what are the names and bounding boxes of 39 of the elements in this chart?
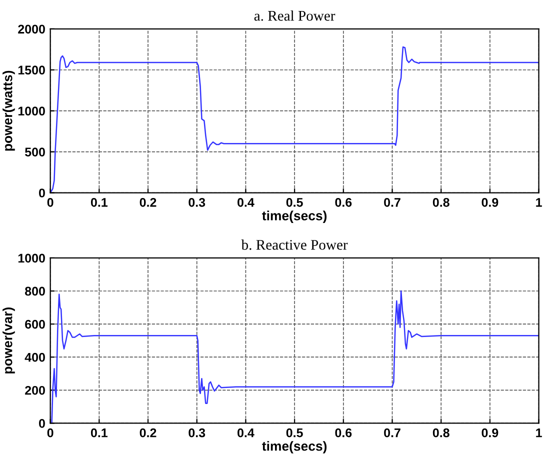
chart-title: a. Real Power xyxy=(254,10,336,21)
x-tick-label: 0.6 xyxy=(335,198,352,207)
y-tick-label: 0 xyxy=(39,419,45,428)
x-tick-label: 0.8 xyxy=(432,428,450,438)
x-tick-label: 0.8 xyxy=(432,198,450,207)
y-tick-label: 600 xyxy=(25,320,45,329)
x-tick-label: 0.5 xyxy=(286,198,303,207)
y-tick-label: 0 xyxy=(39,188,45,198)
x-tick-label: 0.3 xyxy=(188,428,206,438)
x-tick-label: 0.1 xyxy=(90,198,108,207)
x-axis-title: time(secs) xyxy=(262,441,327,454)
y-axis-title: power(var) xyxy=(2,308,15,374)
x-tick-label: 0.9 xyxy=(482,428,498,438)
x-tick-label: 0.7 xyxy=(384,198,400,207)
y-tick-label: 400 xyxy=(24,352,45,362)
y-tick-label: 200 xyxy=(25,386,45,395)
x-tick-label: 0.9 xyxy=(482,198,498,207)
y-tick-label: 500 xyxy=(24,148,45,156)
chart-title: b. Reactive Power xyxy=(241,240,348,250)
y-tick-label: 800 xyxy=(25,286,45,296)
x-tick-label: 1 xyxy=(536,198,542,207)
x-axis-title: time(secs) xyxy=(262,210,327,223)
y-tick-label: 1000 xyxy=(18,106,45,116)
y-tick-label: 1500 xyxy=(18,66,45,75)
x-tick-label: 0.1 xyxy=(90,428,108,438)
x-tick-label: 0.2 xyxy=(140,428,156,438)
x-tick-label: 0.7 xyxy=(384,428,400,438)
y-tick-label: 1000 xyxy=(18,254,45,263)
x-tick-label: 0.6 xyxy=(335,428,352,438)
y-axis-title: power(watts) xyxy=(2,70,15,151)
x-tick-label: 0 xyxy=(47,428,54,438)
y-tick-label: 2000 xyxy=(18,24,45,34)
x-tick-label: 0.2 xyxy=(140,198,156,207)
x-tick-label: 0.4 xyxy=(238,198,254,207)
x-tick-label: 0.5 xyxy=(286,428,303,438)
x-tick-label: 0.3 xyxy=(188,198,206,207)
x-tick-label: 1 xyxy=(536,428,542,438)
x-tick-label: 0 xyxy=(47,198,54,207)
x-tick-label: 0.4 xyxy=(238,428,254,438)
